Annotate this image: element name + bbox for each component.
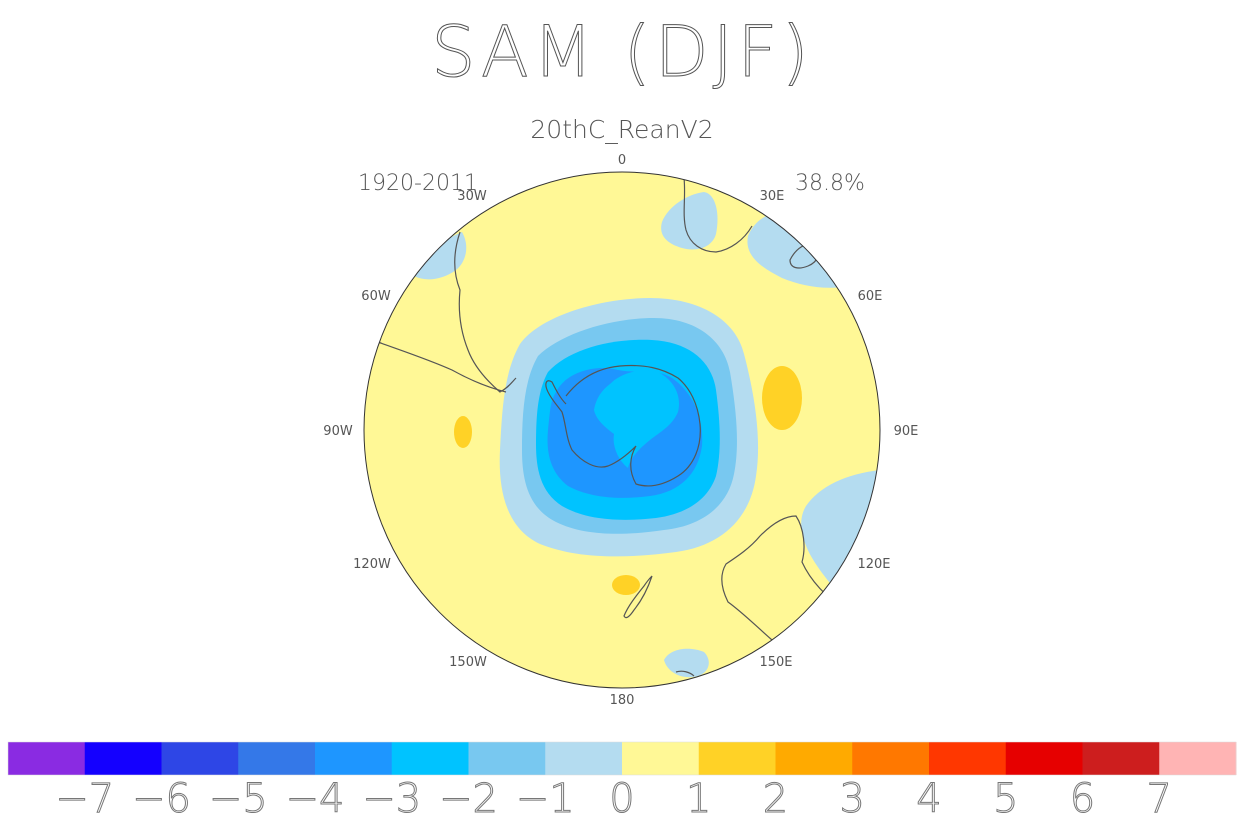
colorbar-swatch <box>775 742 853 775</box>
lon-label: 150W <box>449 655 487 670</box>
figure-subtitle: 20thC_ReanV2 <box>530 115 713 144</box>
coast-antarctica <box>547 364 701 487</box>
colorbar-swatch <box>8 742 86 775</box>
colorbar-tick-label: −3 <box>362 776 421 822</box>
lon-label: 0 <box>618 153 626 168</box>
colorbar-tick-label: −6 <box>132 776 191 822</box>
neg1-patch-south-atlantic <box>661 192 718 250</box>
colorbar-swatch <box>315 742 393 775</box>
colorbar-swatch <box>468 742 546 775</box>
polar-map <box>364 172 880 688</box>
colorbar-tick-label: 7 <box>1147 776 1172 822</box>
colorbar-swatch <box>1159 742 1237 775</box>
colorbar-tick-label: 6 <box>1070 776 1095 822</box>
lon-label: 30W <box>457 189 487 204</box>
colorbar-swatch <box>622 742 700 775</box>
colorbar-swatch <box>161 742 239 775</box>
coast-africa <box>683 177 753 253</box>
colorbar-swatch <box>84 742 162 775</box>
colorbar-tick-label: −4 <box>286 776 345 822</box>
colorbar-swatch <box>929 742 1007 775</box>
colorbar-frame <box>7 741 1237 776</box>
colorbar-swatch <box>1005 742 1083 775</box>
neg3-inner-east-antarctica <box>594 370 680 468</box>
colorbar-swatch <box>698 742 776 775</box>
coast-tasmania <box>675 670 695 677</box>
longitude-labels: 0 30E 60E 90E 120E 150E 180 150W 120W 90… <box>323 153 918 708</box>
map-boundary <box>363 171 881 689</box>
colorbar-tick-label: 1 <box>686 776 711 822</box>
colorbar-swatch <box>1082 742 1160 775</box>
colorbar <box>7 741 1237 776</box>
colorbar-tick-label: −7 <box>55 776 114 822</box>
colorbar-tick-label: 4 <box>916 776 941 822</box>
pos1-patch-south-pacific <box>612 575 640 595</box>
coast-new-zealand <box>623 575 653 619</box>
coast-south-america <box>454 231 517 393</box>
lon-label: 120E <box>857 557 890 572</box>
lon-label: 60W <box>361 289 391 304</box>
colorbar-tick-label: 5 <box>993 776 1018 822</box>
colorbar-tick-label: 0 <box>609 776 634 822</box>
lon-label: 90W <box>323 424 353 439</box>
pos1-patch-west-pacific <box>454 416 472 448</box>
neg1-patch-tasman <box>664 648 709 678</box>
lon-label: 30E <box>760 189 785 204</box>
colorbar-labels: −7 −6 −5 −4 −3 −2 −1 0 1 2 3 4 5 6 7 <box>55 776 1173 822</box>
coast-antarctic-peninsula <box>545 380 567 405</box>
colorbar-tick-label: 2 <box>763 776 788 822</box>
colorbar-swatch <box>852 742 930 775</box>
coast-south-america-west <box>377 341 507 393</box>
lon-label: 90E <box>894 424 919 439</box>
figure-title: SAM (DJF) <box>431 11 813 93</box>
neg1-patch-south-america-tip <box>414 232 467 280</box>
variance-explained-label: 38.8% <box>795 171 865 196</box>
colorbar-tick-label: 3 <box>840 776 865 822</box>
period-label: 1920-2011 <box>358 171 478 196</box>
colorbar-swatch <box>238 742 316 775</box>
colorbar-tick-label: −1 <box>516 776 575 822</box>
lon-label: 120W <box>353 557 391 572</box>
lon-label: 150E <box>759 655 792 670</box>
colorbar-swatch <box>391 742 469 775</box>
colorbar-tick-label: −5 <box>209 776 268 822</box>
lon-label: 60E <box>858 289 883 304</box>
colorbar-swatch <box>545 742 623 775</box>
lon-label: 180 <box>610 693 635 708</box>
colorbar-tick-label: −2 <box>439 776 498 822</box>
pos1-patch-indian-ocean <box>762 366 802 430</box>
